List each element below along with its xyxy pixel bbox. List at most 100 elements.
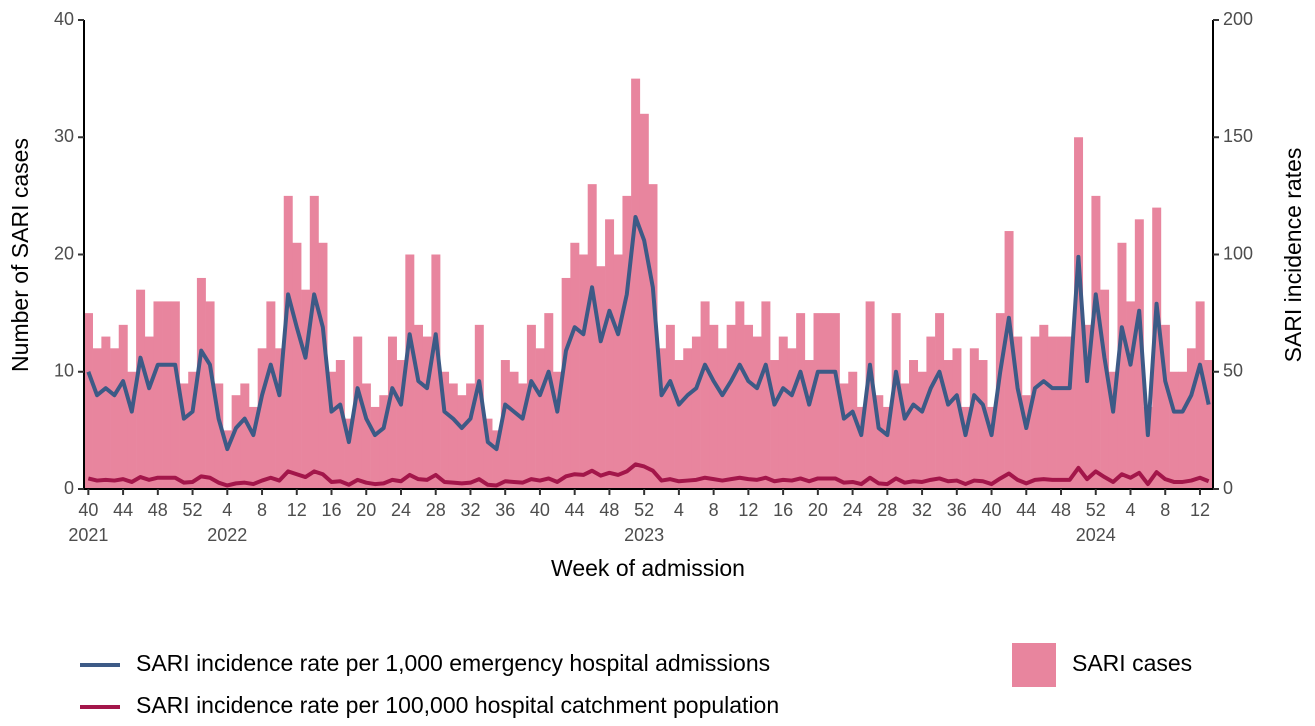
- x-tick-label: 52: [1086, 500, 1106, 520]
- y-tick-label: 30: [54, 126, 74, 146]
- y-tick-label: 20: [54, 243, 74, 263]
- x-year-label: 2021: [68, 525, 108, 545]
- x-tick-label: 4: [222, 500, 232, 520]
- bar: [440, 371, 450, 489]
- x-tick-label: 40: [982, 500, 1002, 520]
- bar: [1108, 371, 1118, 489]
- bar: [379, 395, 389, 489]
- bar: [101, 336, 111, 489]
- bar: [1056, 336, 1066, 489]
- y2-tick-label: 100: [1223, 243, 1253, 263]
- bar: [917, 371, 927, 489]
- legend-label: SARI cases: [1072, 650, 1192, 676]
- bar: [770, 360, 780, 489]
- bar: [856, 406, 866, 489]
- x-tick-label: 4: [674, 500, 684, 520]
- bar: [761, 301, 771, 489]
- bar: [188, 371, 198, 489]
- x-tick-label: 52: [183, 500, 203, 520]
- bar: [1074, 137, 1084, 489]
- bar: [344, 418, 354, 489]
- legend-label: SARI incidence rate per 1,000 emergency …: [136, 650, 770, 676]
- bar: [926, 336, 936, 489]
- bar: [327, 371, 337, 489]
- bar: [1160, 324, 1170, 489]
- bar: [804, 360, 814, 489]
- bar: [1021, 395, 1031, 489]
- y2-tick-label: 50: [1223, 361, 1243, 381]
- bar: [335, 360, 345, 489]
- x-tick-label: 24: [391, 500, 411, 520]
- bar: [518, 383, 528, 489]
- bar: [431, 254, 441, 489]
- bar: [1178, 371, 1188, 489]
- bar: [995, 313, 1005, 489]
- bar: [110, 348, 120, 489]
- x-tick-label: 32: [460, 500, 480, 520]
- bar: [796, 313, 806, 489]
- bar: [778, 336, 788, 489]
- line: [87, 462, 1210, 488]
- x-axis-title: Week of admission: [551, 555, 745, 581]
- bar: [657, 348, 667, 489]
- bar: [744, 324, 754, 489]
- bar: [544, 313, 554, 489]
- bar: [874, 395, 884, 489]
- x-tick-label: 8: [1160, 500, 1170, 520]
- x-tick-label: 4: [1125, 500, 1135, 520]
- bar: [717, 348, 727, 489]
- bar: [136, 289, 146, 489]
- bar: [387, 336, 397, 489]
- bar: [1091, 195, 1101, 489]
- bar: [457, 395, 467, 489]
- bar: [1126, 301, 1136, 489]
- x-tick-label: 44: [1016, 500, 1036, 520]
- bar: [474, 324, 484, 489]
- bar: [509, 371, 519, 489]
- x-tick-label: 28: [426, 500, 446, 520]
- bar: [535, 348, 545, 489]
- y2-axis-title: SARI incidence rates: [1280, 148, 1306, 363]
- bar: [283, 195, 293, 489]
- bar: [909, 360, 919, 489]
- bar: [787, 348, 797, 489]
- bar: [961, 406, 971, 489]
- x-year-label: 2023: [624, 525, 664, 545]
- bar: [822, 313, 832, 489]
- x-tick-label: 16: [321, 500, 341, 520]
- y2-tick-label: 150: [1223, 126, 1253, 146]
- x-tick-label: 16: [773, 500, 793, 520]
- bar: [448, 383, 458, 489]
- bar: [987, 406, 997, 489]
- x-tick-label: 40: [78, 500, 98, 520]
- bar: [1134, 219, 1144, 489]
- bar: [1152, 207, 1162, 489]
- y-tick-label: 40: [54, 9, 74, 29]
- bar: [1186, 348, 1196, 489]
- x-tick-label: 32: [912, 500, 932, 520]
- x-tick-label: 28: [877, 500, 897, 520]
- bar: [526, 324, 536, 489]
- bar: [631, 78, 641, 489]
- bar: [726, 324, 736, 489]
- bar: [674, 360, 684, 489]
- bar: [275, 348, 285, 489]
- bar: [587, 184, 597, 489]
- bar: [466, 383, 476, 489]
- bar: [127, 371, 137, 489]
- bar: [700, 301, 710, 489]
- bar: [579, 254, 589, 489]
- bar: [709, 324, 719, 489]
- y-tick-label: 0: [64, 478, 74, 498]
- bar: [240, 383, 250, 489]
- bar: [361, 383, 371, 489]
- bar: [1169, 371, 1179, 489]
- bar: [483, 418, 493, 489]
- bar: [891, 313, 901, 489]
- bar: [318, 242, 328, 489]
- bar: [735, 301, 745, 489]
- x-tick-label: 12: [287, 500, 307, 520]
- y-axis-title: Number of SARI cases: [7, 138, 33, 372]
- bar: [1004, 231, 1014, 490]
